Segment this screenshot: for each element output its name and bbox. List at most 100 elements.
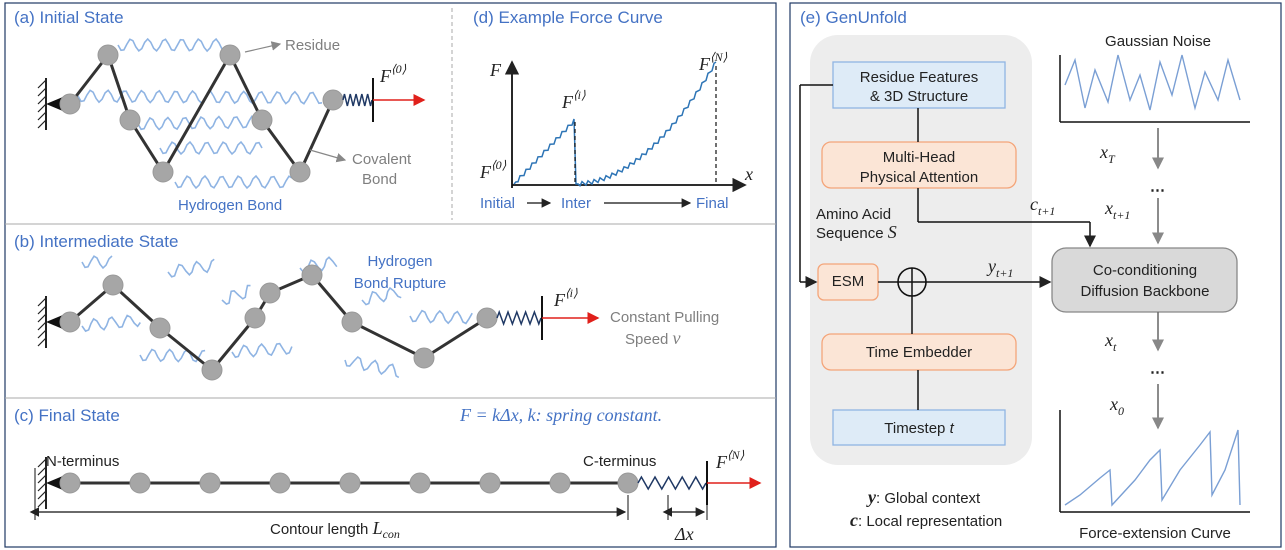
ellipsis: ⋯ (1150, 364, 1165, 381)
text-part: T (1108, 152, 1116, 166)
hydrogen-bond (82, 256, 112, 268)
residue (477, 308, 497, 328)
sequence-label: Amino Acid (816, 206, 891, 223)
residue (202, 360, 222, 380)
line (424, 318, 487, 358)
text-part: x (1099, 142, 1108, 162)
box-label: Diffusion Backbone (1081, 283, 1210, 300)
line (38, 475, 46, 483)
panel-title: (c) Final State (14, 406, 120, 425)
line (38, 467, 46, 475)
text-part: 0 (1118, 404, 1124, 418)
text-part: Speed (625, 331, 668, 348)
text-part: c (1030, 194, 1038, 214)
residue (153, 162, 173, 182)
residue (130, 473, 150, 493)
residue (98, 45, 118, 65)
box-label: Time Embedder (866, 344, 972, 361)
line (38, 459, 46, 467)
line (245, 44, 280, 52)
text-part: y (986, 256, 996, 276)
hydrogen-bond (175, 176, 292, 188)
line (38, 104, 46, 112)
noise-curve (1065, 55, 1240, 110)
hydrogen-bond (168, 259, 214, 277)
text-part: x (1109, 394, 1118, 414)
context-label: ct+1 (1030, 194, 1055, 218)
residue (618, 473, 638, 493)
text-part: ⟨N⟩ (710, 50, 728, 64)
text-part: c (850, 510, 858, 530)
pulling-label: Speed v (625, 328, 681, 348)
stage-label: Initial (480, 195, 515, 212)
line (38, 96, 46, 104)
line (38, 338, 46, 346)
text-part: t+1 (1113, 208, 1130, 222)
force-label: F⟨i⟩ (553, 286, 578, 310)
hydrogen-bond (118, 39, 222, 51)
spring (343, 94, 372, 106)
rupture-label: Hydrogen (367, 253, 432, 270)
rupture-label: Bond Rupture (354, 275, 447, 292)
line (352, 322, 424, 358)
state-label: xt+1 (1104, 198, 1130, 222)
force-label: F⟨0⟩ (479, 158, 507, 182)
residue (200, 473, 220, 493)
hbond-label: Hydrogen Bond (178, 197, 282, 214)
force-label: F⟨N⟩ (715, 448, 745, 472)
line (38, 330, 46, 338)
line (230, 55, 262, 120)
box-label: & 3D Structure (870, 88, 968, 105)
text-part: v (673, 328, 681, 348)
axis-label: x (744, 164, 753, 184)
spring (497, 312, 541, 324)
residue (480, 473, 500, 493)
terminus-label: C-terminus (583, 453, 656, 470)
box-label: Residue Features (860, 69, 978, 86)
residue (410, 473, 430, 493)
state-label: xT (1099, 142, 1116, 166)
text-part: ⟨i⟩ (573, 88, 586, 102)
residue (245, 308, 265, 328)
text-part: ⟨0⟩ (391, 62, 407, 76)
line (38, 112, 46, 120)
ellipsis: ⋯ (1150, 182, 1165, 199)
legend-entry: c: Local representation (850, 510, 1002, 530)
box-label: Timestep t (884, 420, 954, 437)
formula: F = kΔx, k: spring constant. (459, 405, 662, 425)
hydrogen-bond (222, 286, 251, 305)
text-part: S (888, 222, 897, 242)
state-label: x0 (1109, 394, 1124, 418)
text-part: : Local representation (858, 513, 1002, 530)
residue (103, 275, 123, 295)
force-label: F⟨0⟩ (379, 62, 407, 86)
covalent-label: Bond (362, 171, 397, 188)
box (1052, 248, 1237, 312)
hydrogen-bond (410, 311, 472, 324)
hydrogen-bond (232, 344, 292, 358)
text-part: t+1 (996, 266, 1013, 280)
text-part: ⟨N⟩ (727, 448, 745, 462)
hydrogen-bond (345, 357, 399, 377)
spring (638, 477, 706, 489)
residue (342, 312, 362, 332)
axis-label: F (489, 60, 502, 80)
line (38, 314, 46, 322)
residue (340, 473, 360, 493)
box-label: Multi-Head (883, 149, 956, 166)
residue-label: Residue (285, 37, 340, 54)
text-part: : Global context (876, 490, 981, 507)
text-part: ⟨0⟩ (491, 158, 507, 172)
residue (150, 318, 170, 338)
covalent-label: Covalent (352, 151, 412, 168)
panel-title: (e) GenUnfold (800, 8, 907, 27)
line (300, 100, 333, 172)
residue (414, 348, 434, 368)
stage-label: Inter (561, 195, 591, 212)
sequence-label: Sequence S (816, 222, 897, 242)
text-part: x (1104, 330, 1113, 350)
line (38, 483, 46, 491)
hydrogen-bond (78, 90, 322, 103)
line (38, 80, 46, 88)
residue (120, 110, 140, 130)
